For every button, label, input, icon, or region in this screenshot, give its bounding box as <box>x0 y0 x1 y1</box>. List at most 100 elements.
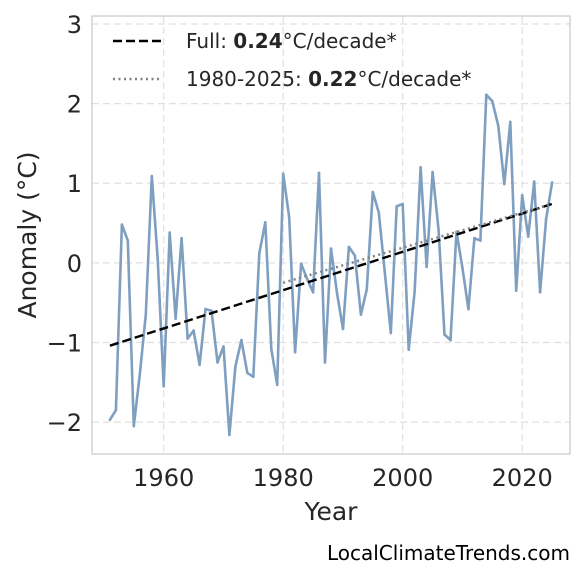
anomaly-point <box>353 254 357 257</box>
anomaly-point <box>234 365 237 368</box>
legend: Full: 0.24°C/decade*1980-2025: 0.22°C/de… <box>113 29 471 91</box>
anomaly-point <box>317 171 321 175</box>
y-tick-label: 1 <box>67 170 82 198</box>
legend-label-suffix: °C/decade* <box>357 67 471 91</box>
anomaly-point <box>299 262 303 266</box>
anomaly-point <box>132 424 136 428</box>
anomaly-point <box>264 221 267 224</box>
y-axis-ticks: −2 −1 0 1 2 3 <box>47 11 82 437</box>
y-tick-label: −2 <box>47 409 82 437</box>
anomaly-point <box>461 266 464 270</box>
x-tick-label: 2020 <box>492 464 553 492</box>
anomaly-point <box>311 291 315 294</box>
anomaly-point <box>419 166 422 169</box>
anomaly-point <box>156 257 159 261</box>
anomaly-point <box>323 361 327 364</box>
anomaly-point <box>108 418 112 422</box>
anomaly-point <box>287 216 291 219</box>
anomaly-point <box>538 291 542 294</box>
x-axis-label: Year <box>304 497 359 526</box>
anomaly-point <box>443 333 446 336</box>
anomaly-point <box>407 348 411 352</box>
anomaly-point <box>168 231 171 234</box>
anomaly-point <box>126 239 130 242</box>
anomaly-point <box>180 236 183 240</box>
anomaly-point <box>514 289 518 293</box>
anomaly-point <box>144 313 148 316</box>
anomaly-point <box>532 180 536 183</box>
anomaly-point <box>192 329 195 332</box>
anomaly-point <box>395 205 399 208</box>
legend-entry-label: 1980-2025: 0.22°C/decade* <box>186 67 471 91</box>
anomaly-point <box>491 99 494 103</box>
anomaly-point <box>425 265 428 269</box>
legend-label-prefix: 1980-2025: <box>186 67 308 91</box>
anomaly-point <box>413 289 417 293</box>
anomaly-point <box>467 307 470 311</box>
y-tick-label: 2 <box>67 91 82 119</box>
legend-rate-value: 0.24 <box>233 29 282 53</box>
anomaly-point <box>204 307 207 311</box>
anomaly-point <box>138 373 142 376</box>
anomaly-point <box>455 230 458 234</box>
anomaly-point <box>329 247 333 250</box>
anomaly-point <box>449 338 452 342</box>
y-tick-label: 3 <box>67 11 82 39</box>
plot-frame <box>91 15 571 455</box>
anomaly-point <box>120 223 124 226</box>
anomaly-point <box>509 120 512 124</box>
y-tick-label: −1 <box>47 330 82 358</box>
anomaly-point <box>240 338 243 342</box>
anomaly-point <box>377 211 381 214</box>
legend-rate-value: 0.22 <box>308 67 357 91</box>
anomaly-point <box>503 182 506 186</box>
anomaly-point <box>252 375 255 379</box>
anomaly-point <box>198 363 201 367</box>
anomaly-point <box>431 170 434 174</box>
anomaly-point <box>544 217 548 221</box>
x-tick-label: 2000 <box>372 464 433 492</box>
anomaly-point <box>293 350 297 354</box>
anomaly-point <box>359 313 363 316</box>
x-axis-ticks: 1960 1980 2000 2020 <box>133 464 553 492</box>
anomaly-point <box>150 174 154 178</box>
anomaly-point <box>520 193 524 197</box>
watermark-text: LocalClimateTrends.com <box>327 541 570 565</box>
anomaly-point <box>186 337 189 340</box>
x-tick-label: 1980 <box>253 464 314 492</box>
anomaly-point <box>479 239 482 242</box>
y-tick-label: 0 <box>67 250 82 278</box>
anomaly-point <box>341 327 345 331</box>
anomaly-point <box>216 361 219 364</box>
anomaly-point <box>383 271 387 274</box>
anomaly-point <box>473 236 476 240</box>
y-axis-label: Anomaly (°C) <box>13 151 42 318</box>
series-layer <box>108 93 554 437</box>
anomaly-point <box>246 371 249 375</box>
anomaly-point <box>497 124 500 128</box>
anomaly-point <box>401 202 405 206</box>
anomaly-point <box>210 309 213 313</box>
anomaly-point <box>222 345 225 348</box>
anomaly-point <box>281 172 285 175</box>
anomaly-point <box>371 190 375 194</box>
anomaly-point <box>365 287 369 291</box>
legend-entry-label: Full: 0.24°C/decade* <box>186 29 397 53</box>
anomaly-point <box>335 291 339 295</box>
anomaly-point <box>174 317 177 320</box>
legend-label-prefix: Full: <box>186 29 233 53</box>
anomaly-point <box>389 331 393 335</box>
anomaly-point <box>526 235 530 238</box>
anomaly-point <box>550 181 554 184</box>
anomaly-point <box>228 433 231 437</box>
anomaly-point <box>270 347 273 351</box>
anomaly-point <box>347 245 351 249</box>
anomaly-point <box>258 252 261 255</box>
anomaly-point <box>275 383 279 387</box>
anomaly-point <box>305 277 309 281</box>
anomaly-point <box>162 385 165 388</box>
x-tick-label: 1960 <box>133 464 194 492</box>
anomaly-point <box>114 408 118 412</box>
anomaly-point <box>437 228 440 232</box>
